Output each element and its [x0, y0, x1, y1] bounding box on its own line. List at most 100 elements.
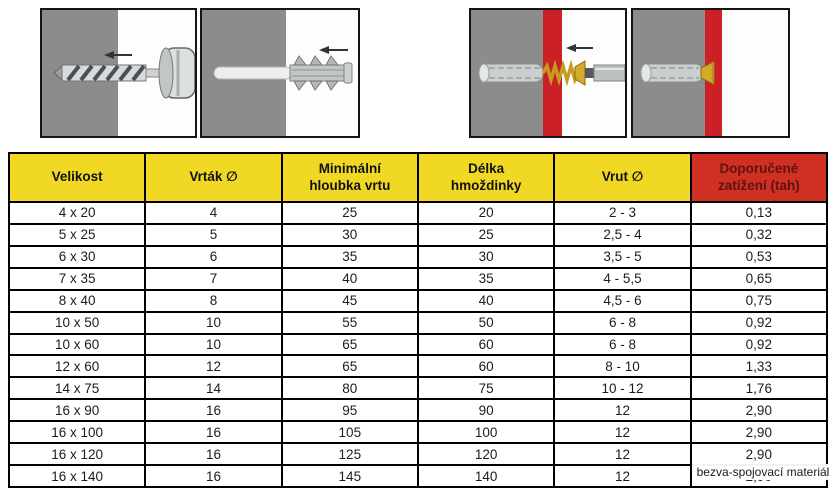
illustration-step-drive-screw — [469, 8, 627, 138]
table-cell: 4 — [144, 201, 283, 225]
direction-arrow-icon — [566, 44, 593, 52]
table-cell: 12 — [553, 420, 692, 445]
spec-table-header: Velikost Vrták ∅ Minimální hloubka vrtu Dél… — [7, 152, 829, 203]
table-row: 6 x 30 6 35 30 3,5 - 5 0,53 — [7, 244, 829, 269]
table-row: 4 x 20 4 25 20 2 - 3 0,13 — [7, 201, 829, 225]
table-row: 5 x 25 5 30 25 2,5 - 4 0,32 — [7, 222, 829, 247]
table-cell: 25 — [416, 222, 556, 247]
header-row: Velikost Vrták ∅ Minimální hloubka vrtu Dél… — [7, 152, 829, 203]
table-cell: 2,90 — [689, 420, 829, 445]
table-cell: 6 x 30 — [7, 244, 147, 269]
table-cell: 35 — [416, 266, 556, 291]
table-cell: 65 — [280, 332, 419, 357]
table-row: 12 x 60 12 65 60 8 - 10 1,33 — [7, 354, 829, 379]
table-cell: 140 — [416, 464, 556, 488]
illustration-step-insert-plug — [200, 8, 360, 138]
drill-bit — [53, 63, 161, 83]
table-cell: 0,13 — [689, 201, 829, 225]
table-cell: 55 — [280, 310, 419, 335]
table-cell: 16 — [144, 442, 283, 467]
table-cell: 25 — [280, 201, 419, 225]
screw-driving-icon — [471, 10, 625, 136]
table-cell: 10 x 60 — [7, 332, 147, 357]
table-cell: 5 — [144, 222, 283, 247]
table-cell: 0,32 — [689, 222, 829, 247]
table-cell: 12 x 60 — [7, 354, 147, 379]
table-cell: 105 — [280, 420, 419, 445]
table-cell: 60 — [416, 332, 556, 357]
table-row: 10 x 60 10 65 60 6 - 8 0,92 — [7, 332, 829, 357]
table-cell: 16 x 100 — [7, 420, 147, 445]
table-cell: 6 - 8 — [553, 332, 692, 357]
table-cell: 16 x 120 — [7, 442, 147, 467]
table-cell: 6 - 8 — [553, 310, 692, 335]
table-cell: 12 — [144, 354, 283, 379]
table-cell: 16 — [144, 464, 283, 488]
table-cell: 6 — [144, 244, 283, 269]
table-cell: 16 — [144, 420, 283, 445]
table-cell: 45 — [280, 288, 419, 313]
plug-spec-table: Velikost Vrták ∅ Minimální hloubka vrtu Dél… — [7, 152, 829, 488]
column-header-vrtak-prumer: Vrták ∅ — [144, 152, 283, 203]
table-row: 16 x 100 16 105 100 12 2,90 — [7, 420, 829, 445]
table-cell: 14 x 75 — [7, 376, 147, 401]
table-cell: 125 — [280, 442, 419, 467]
table-cell: 2,90 — [689, 442, 829, 467]
table-cell: 12 — [553, 464, 692, 488]
table-cell: 80 — [280, 376, 419, 401]
drilled-hole — [213, 66, 293, 80]
table-cell: 12 — [553, 442, 692, 467]
table-cell: 12 — [553, 398, 692, 423]
table-cell: 2 - 3 — [553, 201, 692, 225]
table-cell: 14 — [144, 376, 283, 401]
table-row: 7 x 35 7 40 35 4 - 5,5 0,65 — [7, 266, 829, 291]
wall-plug — [289, 55, 353, 91]
spec-table-body: 4 x 20 4 25 20 2 - 3 0,13 5 x 25 5 30 25 2,5 - 4 0,… — [7, 201, 829, 488]
drill-chuck — [158, 47, 195, 99]
screwdriver-bit — [585, 64, 625, 82]
column-header-doporucene-zatizeni: Doporučené zatížení (tah) — [689, 152, 829, 203]
table-cell: 40 — [416, 288, 556, 313]
table-cell: 120 — [416, 442, 556, 467]
table-cell: 1,33 — [689, 354, 829, 379]
direction-arrow-icon — [104, 51, 132, 59]
table-cell: 10 - 12 — [553, 376, 692, 401]
finished-anchor-icon — [633, 10, 722, 136]
table-row: 10 x 50 10 55 50 6 - 8 0,92 — [7, 310, 829, 335]
table-cell: 8 — [144, 288, 283, 313]
table-cell: 4 - 5,5 — [553, 266, 692, 291]
table-cell: 10 — [144, 310, 283, 335]
table-cell: 0,75 — [689, 288, 829, 313]
table-cell: 1,76 — [689, 376, 829, 401]
table-cell: 40 — [280, 266, 419, 291]
column-header-delka-hmozdinky: Délka hmoždinky — [416, 152, 556, 203]
wall-plug-insert-icon — [202, 10, 353, 136]
table-cell: 50 — [416, 310, 556, 335]
table-cell: 0,53 — [689, 244, 829, 269]
column-header-min-hloubka-vrtu: Minimální hloubka vrtu — [280, 152, 419, 203]
table-cell: 2,90 — [689, 398, 829, 423]
table-cell: 20 — [416, 201, 556, 225]
table-cell: 30 — [416, 244, 556, 269]
table-cell: 35 — [280, 244, 419, 269]
illustration-step-drill — [40, 8, 197, 138]
table-cell: 16 x 90 — [7, 398, 147, 423]
table-cell: 0,92 — [689, 332, 829, 357]
table-cell: 145 — [280, 464, 419, 488]
column-header-velikost: Velikost — [7, 152, 147, 203]
direction-arrow-icon — [319, 46, 348, 54]
table-cell: 0,92 — [689, 310, 829, 335]
table-cell: 16 — [144, 398, 283, 423]
table-cell: 2,5 - 4 — [553, 222, 692, 247]
table-cell: 5 x 25 — [7, 222, 147, 247]
illustration-step-finished — [631, 8, 790, 138]
column-header-vrut-prumer: Vrut ∅ — [553, 152, 692, 203]
screw-head — [700, 61, 715, 85]
table-cell: 10 x 50 — [7, 310, 147, 335]
wall-plug — [640, 63, 704, 83]
table-cell: 16 x 140 — [7, 464, 147, 488]
table-cell: 90 — [416, 398, 556, 423]
table-cell: 95 — [280, 398, 419, 423]
table-cell: 4,5 - 6 — [553, 288, 692, 313]
